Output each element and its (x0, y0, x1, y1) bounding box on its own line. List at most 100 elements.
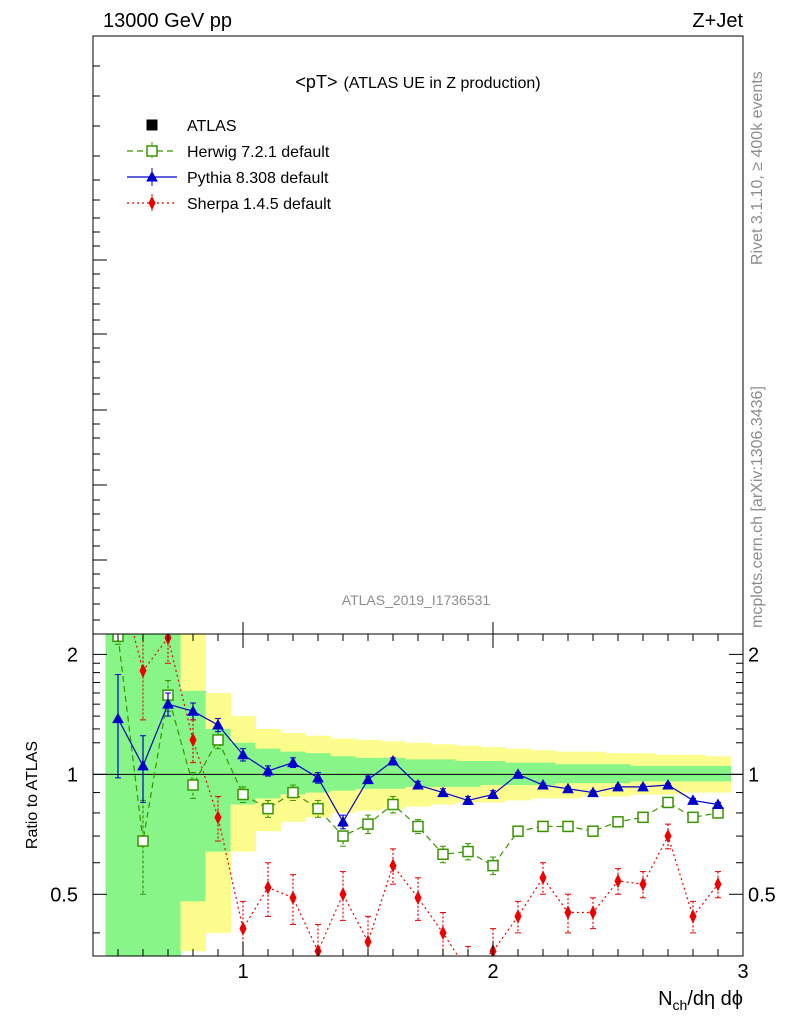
data-point (462, 845, 474, 858)
legend-marker (146, 145, 158, 157)
data-point (612, 816, 624, 828)
data-point (637, 811, 649, 824)
band-inner-bin (630, 765, 656, 782)
main-panel-ticks (93, 65, 744, 634)
band-inner-bin (530, 762, 556, 786)
data-point (214, 810, 222, 825)
legend-label: Sherpa 1.4.5 default (187, 196, 332, 213)
series-3 (115, 567, 722, 978)
data-point (512, 768, 524, 779)
ratio-panel-ticks (93, 634, 744, 956)
data-point (562, 782, 574, 794)
legend-label: Herwig 7.2.1 default (187, 144, 330, 161)
data-point (465, 966, 471, 978)
data-point (614, 873, 622, 889)
ratio-series (112, 567, 724, 978)
data-point (362, 773, 374, 785)
data-point (712, 798, 724, 810)
data-point (487, 788, 499, 799)
x-tick-label: 1 (237, 961, 248, 983)
data-point (437, 786, 449, 798)
data-point (115, 567, 121, 579)
mcplots-label: mcplots.cern.ch [arXiv:1306.3436] (749, 386, 766, 628)
band-inner-bin (705, 765, 731, 782)
data-point (712, 807, 724, 819)
data-point (612, 780, 624, 792)
data-point (237, 748, 249, 760)
data-point (564, 905, 572, 920)
legend-label: Pythia 8.308 default (187, 170, 329, 187)
band-inner-bin (330, 756, 356, 791)
legend-label: ATLAS (187, 118, 237, 135)
data-point (412, 779, 424, 790)
data-point (262, 802, 274, 815)
header-left: 13000 GeV pp (103, 10, 232, 32)
data-point (137, 835, 149, 847)
band-inner-bin (480, 761, 506, 786)
data-point (264, 880, 272, 895)
data-point (589, 905, 597, 920)
band-inner-bin (555, 764, 581, 784)
data-point (412, 820, 424, 833)
data-point (387, 798, 399, 811)
legend-marker (146, 170, 158, 182)
data-point (237, 788, 249, 801)
data-point (387, 754, 399, 766)
band-inner-bin (680, 765, 706, 782)
x-tick-label: 3 (737, 961, 748, 983)
data-point (289, 890, 297, 905)
legend-item: Sherpa 1.4.5 default (127, 194, 332, 213)
data-point (364, 934, 372, 949)
data-point (537, 779, 549, 790)
data-point (637, 780, 649, 792)
data-point (212, 718, 224, 730)
data-point (187, 705, 199, 716)
data-point (487, 859, 499, 872)
y-tick-label-right: 0.5 (748, 884, 776, 906)
data-point (362, 818, 374, 830)
rivet-label: Rivet 3.1.10, ≥ 400k events (749, 71, 766, 265)
data-point (239, 921, 247, 936)
band-inner-bin (655, 765, 681, 782)
data-point (562, 820, 574, 833)
data-point (389, 858, 397, 873)
data-point (514, 909, 522, 924)
band-inner-bin (580, 764, 606, 784)
legend-marker (148, 195, 156, 211)
y-tick-label: 0.5 (50, 884, 78, 906)
data-point (137, 759, 149, 771)
data-point (112, 712, 124, 724)
x-axis-label: Nch/dη dϕ (658, 988, 743, 1013)
data-point (187, 779, 199, 791)
data-point (262, 764, 274, 776)
data-point (587, 825, 599, 837)
x-tick-label: 2 (487, 961, 498, 983)
header-right: Z+Jet (692, 10, 743, 32)
data-point (312, 802, 324, 815)
data-point (539, 870, 547, 885)
y-tick-label: 2 (67, 644, 78, 666)
data-point (439, 925, 447, 941)
data-point (139, 663, 147, 678)
y-tick-label-right: 2 (748, 644, 759, 666)
legend-marker (146, 119, 158, 131)
data-point (437, 848, 449, 861)
data-point (662, 779, 674, 790)
x-tick-labels: 1 2 3 (237, 961, 748, 983)
band-inner-bin (180, 690, 206, 902)
legend-item: ATLAS (146, 118, 237, 135)
analysis-id: ATLAS_2019_I1736531 (342, 592, 491, 608)
data-point (337, 830, 349, 842)
data-point (337, 815, 349, 827)
data-point (687, 811, 699, 824)
data-point (162, 698, 174, 709)
data-point (662, 796, 674, 809)
legend: ATLAS Herwig 7.2.1 default Pythia 8.308 de… (127, 118, 332, 213)
y-tick-label-right: 1 (748, 764, 759, 786)
data-point (414, 890, 422, 905)
data-point (689, 909, 697, 924)
data-point (312, 771, 324, 783)
data-point (687, 794, 699, 805)
data-point (462, 794, 474, 805)
legend-item: Herwig 7.2.1 default (127, 142, 330, 161)
